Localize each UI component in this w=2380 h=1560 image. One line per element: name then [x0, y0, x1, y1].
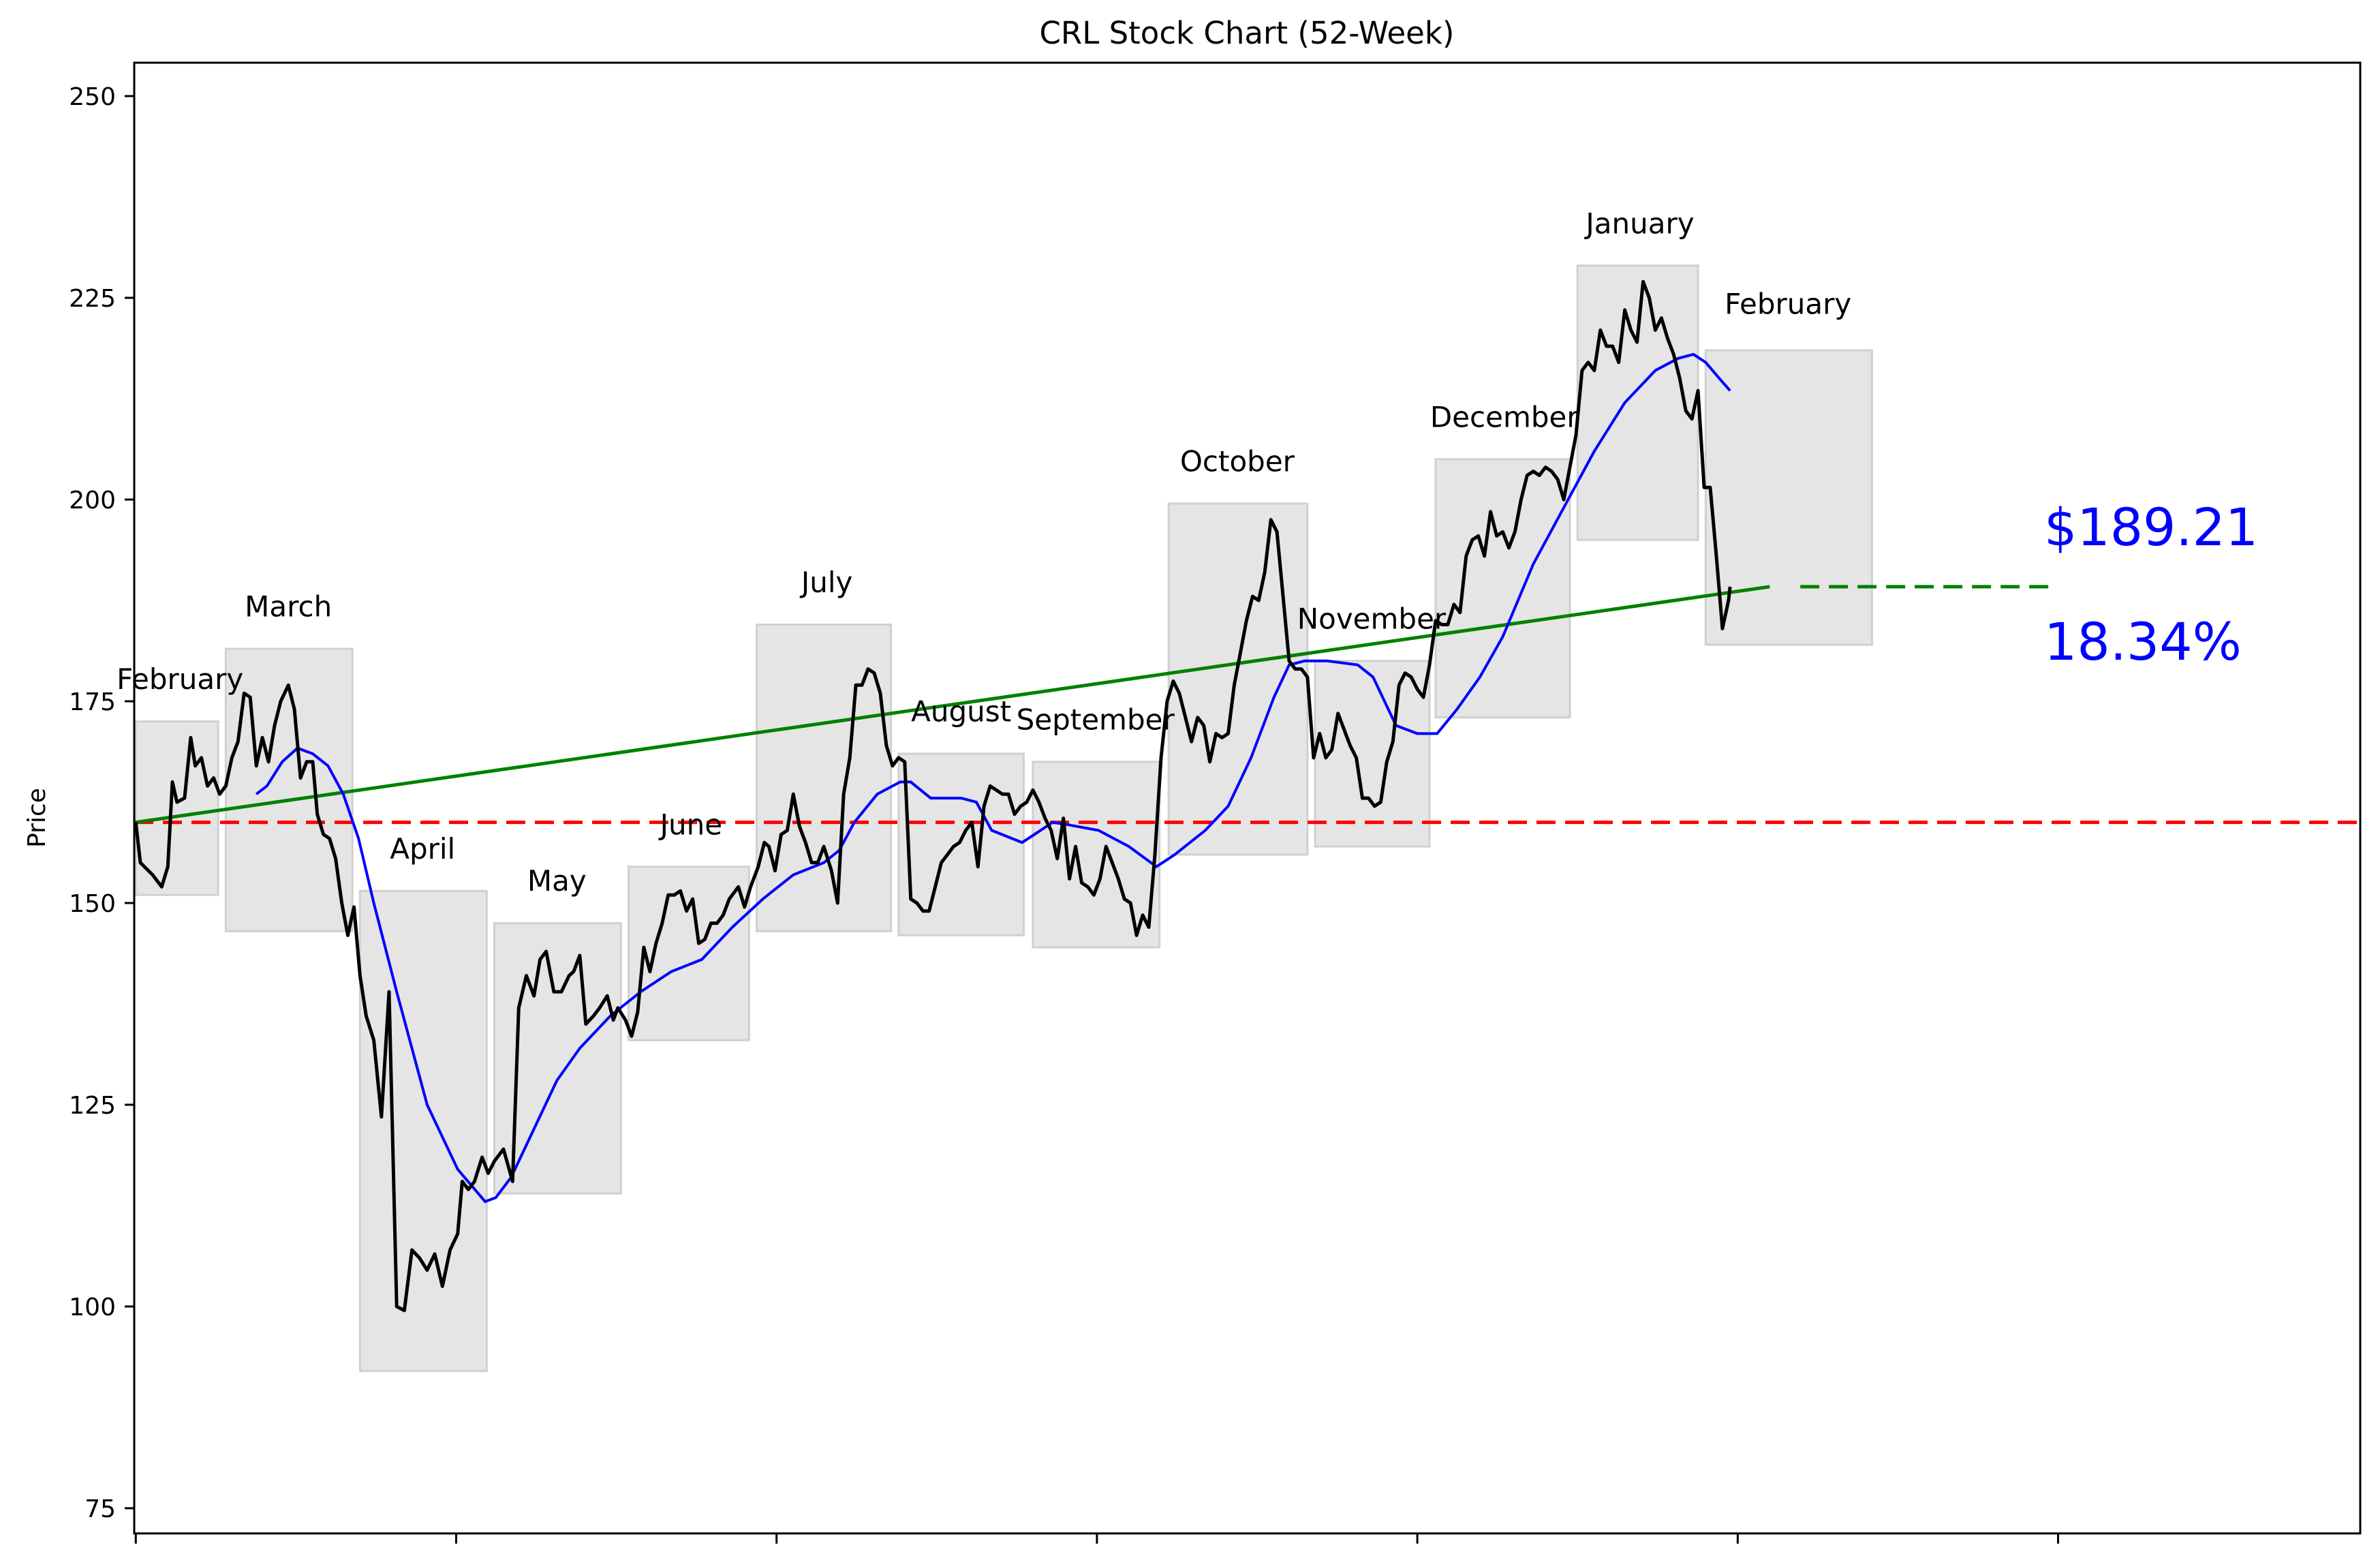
change-percent-annotation: 18.34%	[2044, 611, 2242, 672]
x-axis	[134, 1533, 2060, 1544]
month-label: April	[390, 832, 455, 866]
month-label: June	[658, 808, 722, 841]
month-label: October	[1180, 445, 1295, 478]
month-box	[358, 889, 488, 1373]
month-box	[1576, 264, 1699, 541]
y-axis: 75 100 125 150 175 200 225 250	[69, 83, 134, 1523]
month-box	[1314, 660, 1431, 848]
month-box	[1434, 458, 1571, 719]
moving-average-line	[255, 352, 1731, 1204]
y-tick-label: 250	[69, 83, 116, 111]
month-label: January	[1583, 207, 1694, 240]
month-label: March	[245, 590, 332, 624]
month-label: May	[527, 864, 587, 898]
month-label: August	[911, 695, 1011, 729]
y-tick-label: 100	[69, 1294, 116, 1321]
month-label: September	[1017, 703, 1175, 736]
trend-line	[135, 585, 1770, 825]
month-boxes	[134, 264, 1873, 1373]
y-axis-label: Price	[23, 788, 51, 848]
month-labels: February March April May June July August Septe…	[117, 207, 1851, 898]
month-box	[1167, 502, 1309, 856]
month-box	[224, 647, 354, 932]
month-label: July	[799, 566, 853, 599]
month-label: February	[117, 662, 243, 696]
month-box	[1704, 349, 1873, 646]
month-label: December	[1430, 400, 1579, 433]
chart-title: CRL Stock Chart (52-Week)	[1040, 15, 1455, 51]
month-box	[897, 752, 1025, 936]
trend-line-group	[135, 585, 2052, 825]
month-label: November	[1297, 602, 1447, 635]
y-tick-label: 200	[69, 487, 116, 515]
month-box	[134, 720, 219, 896]
price-line	[134, 279, 1732, 1313]
y-tick-label: 225	[69, 285, 116, 313]
month-box	[628, 866, 750, 1041]
month-box	[756, 624, 893, 932]
month-label: February	[1725, 288, 1851, 321]
y-tick-label: 150	[69, 890, 116, 918]
y-tick-label: 75	[84, 1495, 116, 1523]
last-price-annotation: $189.21	[2044, 497, 2258, 557]
y-tick-label: 125	[69, 1092, 116, 1120]
plot-frame	[133, 61, 2362, 1535]
y-tick-label: 175	[69, 688, 116, 716]
